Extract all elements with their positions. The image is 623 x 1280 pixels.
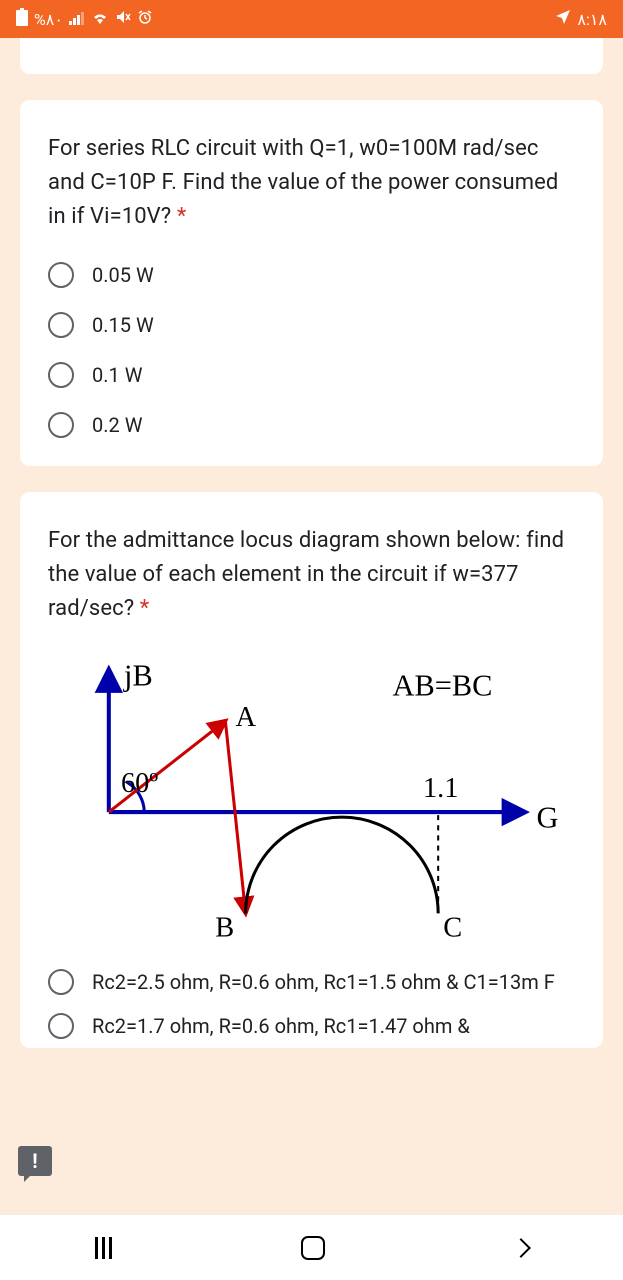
- label-B: B: [215, 912, 234, 943]
- status-bar: %٨٠ ٨:١٨: [0, 0, 623, 38]
- label-1.1: 1.1: [423, 772, 458, 803]
- label-C: C: [443, 912, 462, 943]
- radio-icon: [48, 312, 74, 338]
- option-label: Rc2=1.7 ohm, R=0.6 ohm, Rc1=1.47 ohm &: [92, 1012, 470, 1040]
- question-body: For the admittance locus diagram shown b…: [48, 528, 564, 621]
- admittance-diagram: jB AB=BC A 60º 1.1 G B C: [48, 655, 575, 953]
- diagram-svg: jB AB=BC A 60º 1.1 G B C: [48, 655, 575, 949]
- options-group-1: 0.05 W 0.15 W 0.1 W 0.2 W: [48, 262, 575, 438]
- option-1-2[interactable]: 0.15 W: [48, 312, 575, 338]
- label-A: A: [235, 702, 256, 733]
- status-right: ٨:١٨: [555, 9, 607, 29]
- required-asterisk: *: [140, 596, 150, 621]
- radio-icon: [48, 262, 74, 288]
- radio-icon: [48, 969, 74, 995]
- mute-icon: [115, 9, 131, 29]
- required-asterisk: *: [177, 204, 187, 229]
- option-2-1[interactable]: Rc2=2.5 ohm, R=0.6 ohm, Rc1=1.5 ohm & C1…: [48, 968, 575, 996]
- label-jB: jB: [123, 658, 153, 692]
- option-label: 0.15 W: [92, 313, 154, 337]
- option-1-3[interactable]: 0.1 W: [48, 362, 575, 388]
- alarm-icon: [137, 9, 153, 29]
- exclaim-icon: !: [32, 1149, 37, 1173]
- nav-home-button[interactable]: [301, 1236, 325, 1260]
- question-text-1: For series RLC circuit with Q=1, w0=100M…: [48, 132, 575, 234]
- option-1-1[interactable]: 0.05 W: [48, 262, 575, 288]
- question-card-2: For the admittance locus diagram shown b…: [20, 492, 603, 1048]
- feedback-button[interactable]: !: [18, 1146, 52, 1176]
- battery-percent: %٨٠: [34, 10, 63, 29]
- option-label: 0.1 W: [92, 363, 142, 387]
- radio-icon: [48, 412, 74, 438]
- question-card-1: For series RLC circuit with Q=1, w0=100M…: [20, 100, 603, 466]
- question-text-2: For the admittance locus diagram shown b…: [48, 524, 575, 626]
- nav-back-button[interactable]: [511, 1238, 531, 1258]
- option-2-2[interactable]: Rc2=1.7 ohm, R=0.6 ohm, Rc1=1.47 ohm &: [48, 1012, 575, 1040]
- nav-recent-button[interactable]: [95, 1237, 112, 1259]
- status-left: %٨٠: [16, 8, 153, 30]
- label-60: 60º: [121, 767, 158, 798]
- question-body: For series RLC circuit with Q=1, w0=100M…: [48, 136, 558, 229]
- option-label: 0.05 W: [92, 263, 154, 287]
- option-1-4[interactable]: 0.2 W: [48, 412, 575, 438]
- send-icon: [555, 9, 571, 29]
- label-G: G: [536, 800, 558, 834]
- option-label: Rc2=2.5 ohm, R=0.6 ohm, Rc1=1.5 ohm & C1…: [92, 968, 555, 996]
- content-area: For series RLC circuit with Q=1, w0=100M…: [0, 38, 623, 1048]
- previous-card-edge: [20, 38, 603, 74]
- signal-icon: [69, 10, 85, 29]
- label-ABBC: AB=BC: [393, 668, 493, 702]
- option-label: 0.2 W: [92, 413, 142, 437]
- clock-text: ٨:١٨: [577, 10, 607, 29]
- battery-icon: [16, 8, 28, 30]
- wifi-icon: [91, 10, 109, 29]
- radio-icon: [48, 1013, 74, 1039]
- radio-icon: [48, 362, 74, 388]
- android-nav-bar: [0, 1214, 623, 1280]
